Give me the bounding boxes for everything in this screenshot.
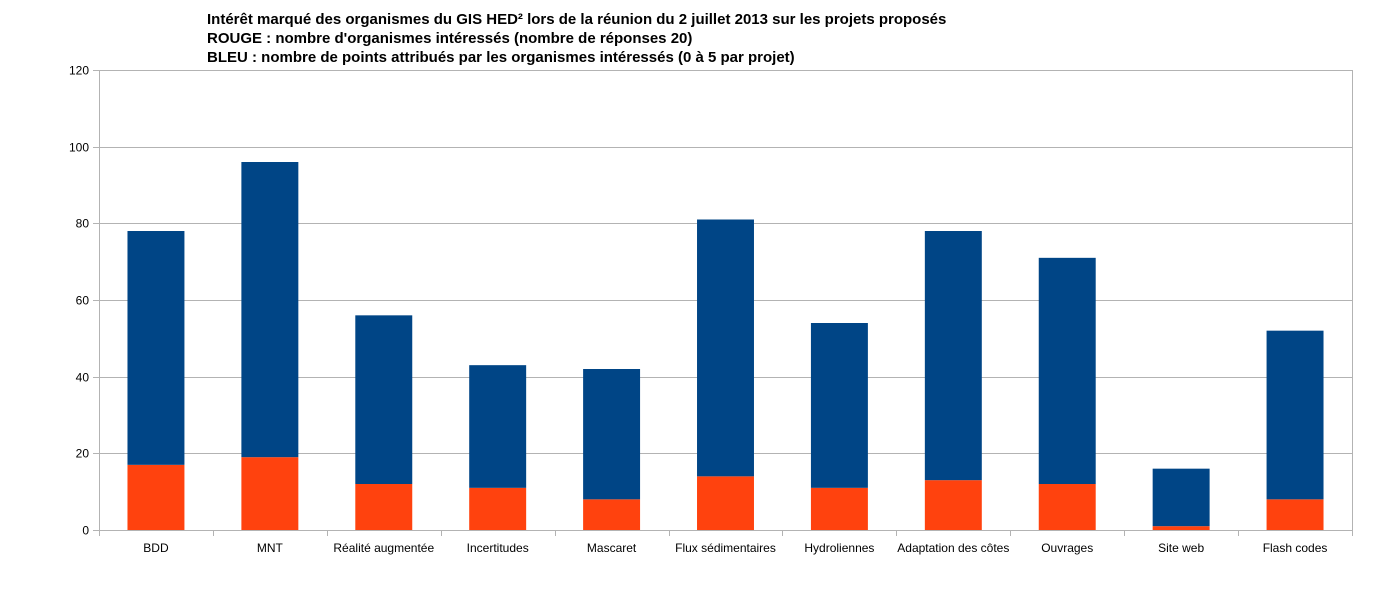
bar-segment: [924, 480, 982, 530]
bar-segment: [697, 219, 754, 477]
y-tick-label: 120: [69, 64, 89, 78]
bar-segment: [1266, 330, 1324, 500]
x-tick-labels: BDD MNT Réalité augmentée Incertitudes Masca…: [143, 541, 1327, 555]
chart-title-line-1: Intérêt marqué des organismes du GIS HED…: [207, 11, 947, 28]
x-tick-label: Adaptation des côtes: [897, 541, 1009, 555]
bar-segment: [241, 162, 299, 458]
bar-segment: [1038, 257, 1096, 484]
x-tick-label: Réalité augmentée: [333, 541, 434, 555]
bar-segment: [1038, 484, 1096, 530]
bar-segment: [583, 369, 641, 500]
x-tick-label: Flash codes: [1263, 541, 1328, 555]
axes: [93, 70, 1353, 536]
bar-segment: [469, 365, 527, 488]
bar-segment: [355, 484, 413, 530]
y-tick-label: 40: [76, 371, 90, 385]
bar-segment: [127, 464, 185, 530]
bars: [127, 162, 1324, 530]
y-tick-label: 0: [82, 524, 89, 538]
x-tick-label: Hydroliennes: [804, 541, 874, 555]
bar-segment: [697, 476, 754, 530]
bar-segment: [1152, 468, 1210, 527]
chart-title-line-3: BLEU : nombre de points attribués par le…: [207, 49, 795, 66]
x-tick-label: Ouvrages: [1041, 541, 1093, 555]
bar-segment: [810, 323, 868, 488]
bar-segment: [583, 499, 641, 530]
bar-segment: [1266, 499, 1324, 530]
bar-segment: [127, 231, 185, 465]
bar-segment: [355, 315, 413, 484]
x-tick-label: Flux sédimentaires: [675, 541, 776, 555]
bar-segment: [1152, 526, 1210, 530]
y-tick-label: 100: [69, 141, 89, 155]
y-tick-label: 20: [76, 447, 90, 461]
bar-segment: [924, 231, 982, 481]
bar-segment: [241, 457, 299, 530]
x-tick-label: MNT: [257, 541, 284, 555]
x-tick-label: BDD: [143, 541, 169, 555]
bar-segment: [810, 487, 868, 530]
chart-title-line-2: ROUGE : nombre d'organismes intéressés (…: [207, 30, 693, 47]
y-tick-label: 80: [76, 217, 90, 231]
bar-segment: [469, 487, 527, 530]
x-tick-label: Site web: [1158, 541, 1204, 555]
x-tick-label: Incertitudes: [467, 541, 529, 555]
y-tick-labels: 0 20 40 60 80 100 120: [69, 64, 89, 538]
y-tick-label: 60: [76, 294, 90, 308]
x-tick-label: Mascaret: [587, 541, 637, 555]
